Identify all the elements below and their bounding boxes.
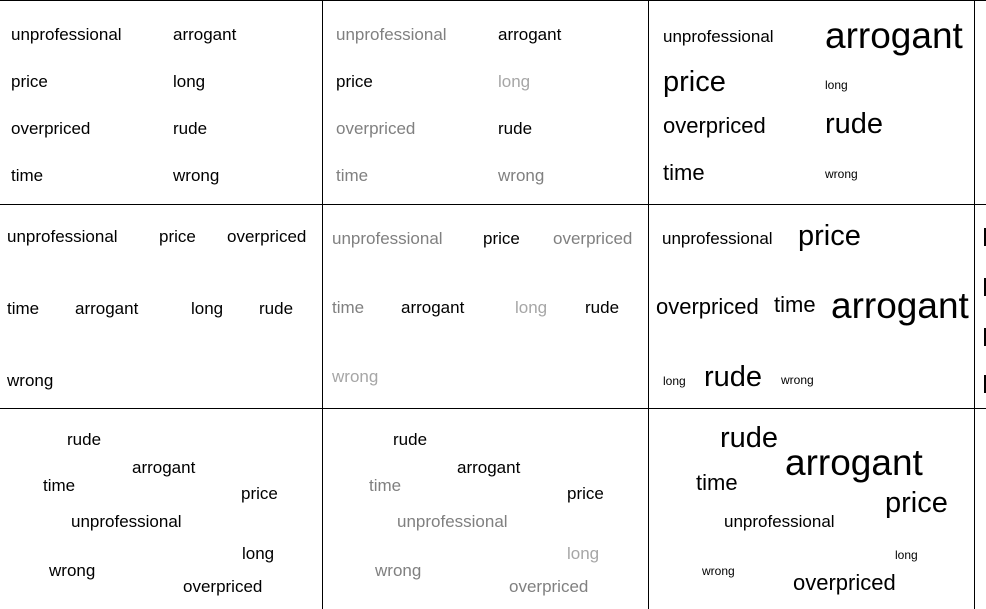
clipped-panel-mark — [984, 228, 986, 246]
word: overpriced — [553, 229, 633, 248]
word: wrong — [375, 561, 422, 580]
word-panel-cloud-shaded: rude arrogant time price unprofessional … — [323, 409, 648, 609]
word: long — [567, 544, 600, 563]
grid-line-col-1 — [322, 0, 323, 609]
word: long — [191, 299, 224, 318]
word-panel-flow-sized: unprofessional price overpriced time arr… — [649, 205, 974, 408]
word: price — [885, 487, 948, 519]
word: time — [11, 166, 44, 185]
word: rude — [585, 298, 620, 317]
word: price — [567, 484, 604, 503]
grid-line-col-3 — [974, 0, 975, 609]
word: unprofessional — [7, 227, 118, 246]
word: long — [498, 72, 531, 91]
word: long — [895, 548, 918, 562]
grid-line-row-1 — [0, 204, 986, 205]
word: wrong — [825, 167, 858, 181]
word: time — [43, 476, 76, 495]
word: rude — [393, 430, 428, 449]
word: time — [663, 160, 705, 185]
word-panel-cloud-sized: rude arrogant time price unprofessional … — [649, 409, 974, 609]
word: rude — [67, 430, 102, 449]
word: overpriced — [183, 577, 263, 596]
word: rude — [704, 361, 763, 393]
word: wrong — [781, 373, 814, 387]
word: rude — [498, 119, 533, 138]
word: long — [242, 544, 275, 563]
clipped-panel-mark — [984, 375, 986, 393]
word: price — [159, 227, 196, 246]
clipped-panel-mark — [984, 328, 986, 346]
word: overpriced — [11, 119, 91, 138]
clipped-panel-mark — [984, 278, 986, 296]
word-panel-grid-sized: unprofessional arrogant price long overp… — [649, 1, 974, 204]
word: long — [515, 298, 548, 317]
word: price — [798, 220, 861, 252]
word: rude — [825, 108, 884, 140]
word: arrogant — [457, 458, 521, 477]
word: rude — [173, 119, 208, 138]
word: arrogant — [75, 299, 139, 318]
word: time — [7, 299, 40, 318]
word: wrong — [702, 564, 735, 578]
word: overpriced — [656, 294, 759, 319]
word: wrong — [498, 166, 545, 185]
word: wrong — [332, 367, 379, 386]
word: price — [663, 66, 726, 98]
word: long — [825, 78, 848, 92]
word: overpriced — [227, 227, 307, 246]
word: overpriced — [509, 577, 589, 596]
word: time — [369, 476, 402, 495]
word: arrogant — [498, 25, 562, 44]
word-panel-grid-shaded: unprofessional arrogant price long overp… — [323, 1, 648, 204]
word: unprofessional — [397, 512, 508, 531]
word: time — [332, 298, 365, 317]
word: arrogant — [825, 15, 963, 56]
word: arrogant — [831, 285, 969, 326]
word: overpriced — [336, 119, 416, 138]
word: time — [336, 166, 369, 185]
word-panel-flow-shaded: unprofessional price overpriced time arr… — [323, 205, 648, 408]
word: long — [663, 374, 686, 388]
word: unprofessional — [336, 25, 447, 44]
word: overpriced — [793, 570, 896, 595]
grid-line-top — [0, 0, 986, 1]
word: wrong — [49, 561, 96, 580]
word: unprofessional — [662, 229, 773, 248]
word: price — [483, 229, 520, 248]
word: arrogant — [401, 298, 465, 317]
word: rude — [720, 422, 779, 454]
word: arrogant — [173, 25, 237, 44]
word: unprofessional — [11, 25, 122, 44]
word: long — [173, 72, 206, 91]
word: price — [336, 72, 373, 91]
word: unprofessional — [663, 27, 774, 46]
word: wrong — [173, 166, 220, 185]
grid-line-row-2 — [0, 408, 986, 409]
word: time — [696, 470, 738, 495]
grid-line-col-2 — [648, 0, 649, 609]
word-panel-flow-uniform: unprofessional price overpriced time arr… — [1, 205, 322, 408]
word: arrogant — [785, 442, 923, 483]
word: price — [11, 72, 48, 91]
word: arrogant — [132, 458, 196, 477]
word: unprofessional — [71, 512, 182, 531]
word-panel-grid-uniform: unprofessional arrogant price long overp… — [1, 1, 322, 204]
word: wrong — [7, 371, 54, 390]
word: overpriced — [663, 113, 766, 138]
word: rude — [259, 299, 294, 318]
word: time — [774, 292, 816, 317]
word: price — [241, 484, 278, 503]
word: unprofessional — [724, 512, 835, 531]
word-panel-cloud-uniform: rude arrogant time price unprofessional … — [1, 409, 322, 609]
word: unprofessional — [332, 229, 443, 248]
